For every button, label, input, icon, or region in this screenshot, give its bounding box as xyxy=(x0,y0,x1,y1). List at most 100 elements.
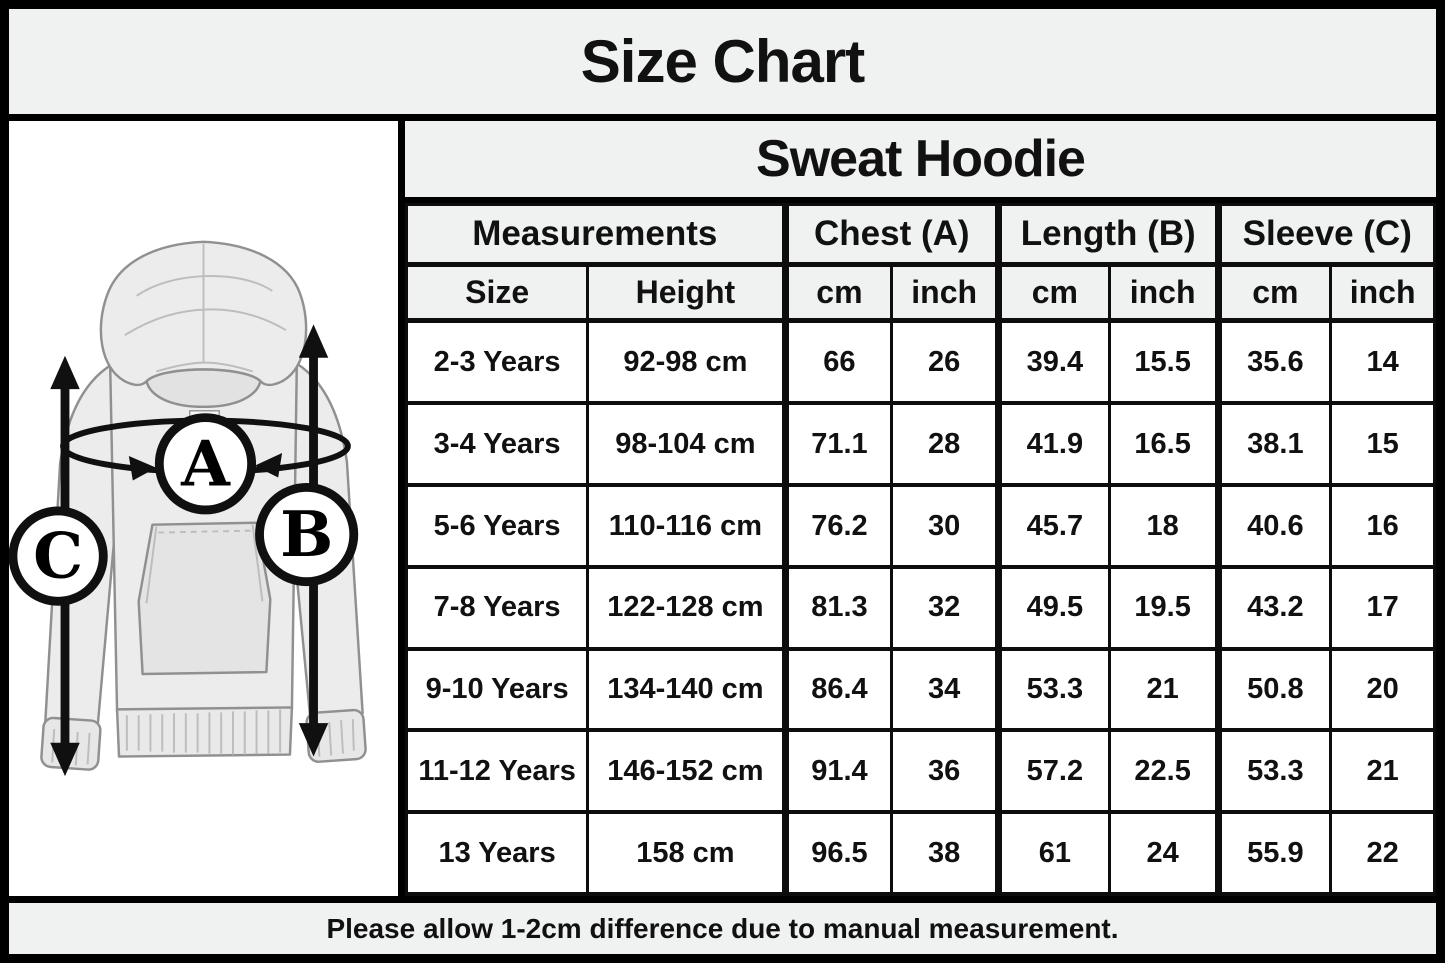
sub-header-row: Size Height cm inch cm inch cm inch xyxy=(404,263,1436,323)
cell-sleeve-cm: 50.8 xyxy=(1214,646,1333,733)
cell-height: 122-128 cm xyxy=(586,564,787,651)
cell-length-inch: 22.5 xyxy=(1107,728,1220,815)
cell-height: 158 cm xyxy=(586,810,787,896)
group-header-measurements: Measurements xyxy=(405,203,787,267)
cell-sleeve-inch: 22 xyxy=(1329,810,1436,896)
hoodie-diagram-panel: A B C xyxy=(9,121,405,896)
cell-sleeve-cm: 38.1 xyxy=(1214,401,1333,488)
cell-length-inch: 18 xyxy=(1107,483,1220,569)
cell-height: 146-152 cm xyxy=(586,728,787,815)
size-table-area: Sweat Hoodie Measurements Chest (A) Leng… xyxy=(404,121,1436,896)
cell-chest-cm: 81.3 xyxy=(781,564,894,651)
footer-band: Please allow 1-2cm difference due to man… xyxy=(9,896,1436,954)
hem-band xyxy=(115,706,294,758)
cell-height: 110-116 cm xyxy=(586,483,787,569)
title-band: Size Chart xyxy=(9,9,1436,121)
cell-sleeve-cm: 40.6 xyxy=(1214,483,1333,569)
cell-sleeve-cm: 53.3 xyxy=(1214,728,1333,815)
cell-sleeve-cm: 55.9 xyxy=(1214,810,1333,896)
hood-opening xyxy=(145,368,262,409)
col-header-height: Height xyxy=(586,263,787,323)
cell-size: 7-8 Years xyxy=(404,564,590,651)
cell-sleeve-inch: 21 xyxy=(1329,728,1436,815)
cell-chest-cm: 86.4 xyxy=(781,646,894,733)
size-table-body: 2-3 Years 92-98 cm 66 26 39.4 15.5 35.6 14 3-4 Y… xyxy=(404,318,1436,896)
cell-length-cm: 49.5 xyxy=(995,564,1111,651)
cell-sleeve-inch: 16 xyxy=(1329,483,1436,569)
group-header-length: Length (B) xyxy=(995,203,1220,267)
table-row: 5-6 Years 110-116 cm 76.2 30 45.7 18 40.6 16 xyxy=(404,483,1436,569)
cell-sleeve-inch: 20 xyxy=(1329,646,1436,733)
cell-size: 11-12 Years xyxy=(404,728,590,815)
size-table: Measurements Chest (A) Length (B) Sleeve… xyxy=(404,203,1436,896)
col-header-sleeve-inch: inch xyxy=(1329,263,1436,323)
group-header-row: Measurements Chest (A) Length (B) Sleeve… xyxy=(405,203,1436,267)
cell-chest-inch: 36 xyxy=(890,728,1000,815)
cell-length-cm: 39.4 xyxy=(995,318,1111,406)
cell-length-inch: 19.5 xyxy=(1107,564,1220,651)
cell-length-cm: 53.3 xyxy=(995,646,1111,733)
main-area: A B C Sweat Hoodie xyxy=(9,121,1436,896)
cell-chest-inch: 26 xyxy=(890,318,1000,406)
cell-chest-cm: 76.2 xyxy=(781,483,894,569)
cell-length-inch: 21 xyxy=(1107,646,1220,733)
col-header-chest-cm: cm xyxy=(781,263,894,323)
table-row: 3-4 Years 98-104 cm 71.1 28 41.9 16.5 38.1 15 xyxy=(404,401,1436,488)
kangaroo-pocket xyxy=(137,521,272,676)
table-row: 9-10 Years 134-140 cm 86.4 34 53.3 21 50.8 20 xyxy=(404,646,1436,733)
cell-length-cm: 57.2 xyxy=(995,728,1111,815)
cell-chest-inch: 38 xyxy=(890,810,1000,896)
cell-size: 2-3 Years xyxy=(404,318,590,406)
product-header: Sweat Hoodie xyxy=(405,121,1436,203)
page-title: Size Chart xyxy=(580,28,865,95)
marker-c: C xyxy=(9,506,108,606)
cell-chest-cm: 66 xyxy=(781,318,894,406)
table-row: 11-12 Years 146-152 cm 91.4 36 57.2 22.5 53.3 2… xyxy=(404,728,1436,815)
cell-height: 134-140 cm xyxy=(586,646,787,733)
cell-chest-cm: 91.4 xyxy=(781,728,894,815)
cell-sleeve-cm: 43.2 xyxy=(1214,564,1333,651)
marker-a-label: A xyxy=(180,426,231,500)
cell-size: 13 Years xyxy=(404,810,590,896)
col-header-length-inch: inch xyxy=(1107,263,1220,323)
cell-length-cm: 45.7 xyxy=(995,483,1111,569)
marker-b: B xyxy=(255,482,359,587)
cell-size: 3-4 Years xyxy=(404,401,590,488)
product-name: Sweat Hoodie xyxy=(756,130,1086,188)
cell-chest-inch: 28 xyxy=(890,401,1000,488)
cell-length-cm: 61 xyxy=(995,810,1111,896)
cell-length-inch: 24 xyxy=(1107,810,1220,896)
cell-length-cm: 41.9 xyxy=(995,401,1111,488)
cell-size: 9-10 Years xyxy=(404,646,590,733)
cell-sleeve-inch: 14 xyxy=(1329,318,1436,406)
table-row: 13 Years 158 cm 96.5 38 61 24 55.9 22 xyxy=(404,810,1436,896)
chest-arrowheads xyxy=(128,452,283,481)
cell-sleeve-inch: 15 xyxy=(1329,401,1436,488)
marker-c-label: C xyxy=(33,519,83,593)
measurement-disclaimer: Please allow 1-2cm difference due to man… xyxy=(326,912,1119,944)
cell-chest-inch: 32 xyxy=(890,564,1000,651)
col-header-length-cm: cm xyxy=(995,263,1111,323)
cell-sleeve-inch: 17 xyxy=(1329,564,1436,651)
cell-height: 98-104 cm xyxy=(586,401,787,488)
group-header-sleeve: Sleeve (C) xyxy=(1214,203,1436,267)
hoodie-illustration: A B C xyxy=(9,240,367,777)
cell-sleeve-cm: 35.6 xyxy=(1214,318,1333,406)
cell-size: 5-6 Years xyxy=(404,483,590,569)
marker-a: A xyxy=(154,413,257,515)
table-row: 7-8 Years 122-128 cm 81.3 32 49.5 19.5 43.2 17 xyxy=(404,564,1436,651)
table-row: 2-3 Years 92-98 cm 66 26 39.4 15.5 35.6 14 xyxy=(404,318,1436,406)
cell-chest-cm: 71.1 xyxy=(781,401,894,488)
cell-length-inch: 16.5 xyxy=(1107,401,1220,488)
cell-chest-inch: 34 xyxy=(890,646,1000,733)
col-header-sleeve-cm: cm xyxy=(1214,263,1333,323)
cell-chest-cm: 96.5 xyxy=(781,810,894,896)
marker-b-label: B xyxy=(280,497,333,571)
cell-height: 92-98 cm xyxy=(586,318,787,406)
col-header-size: Size xyxy=(404,263,590,323)
cell-chest-inch: 30 xyxy=(890,483,1000,569)
group-header-chest: Chest (A) xyxy=(781,203,1001,267)
col-header-chest-inch: inch xyxy=(890,263,1000,323)
cell-length-inch: 15.5 xyxy=(1107,318,1220,406)
